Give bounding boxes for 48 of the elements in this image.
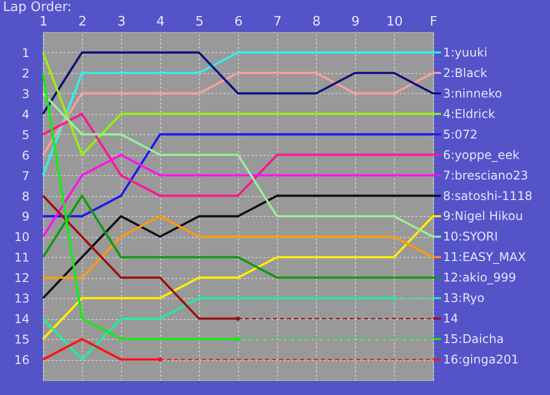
point — [236, 336, 240, 342]
legend-label: 16:ginga201 — [443, 352, 519, 367]
chart-title: Lap Order: — [3, 0, 72, 15]
y-tick-label: 7 — [22, 168, 30, 183]
y-tick-label: 11 — [14, 250, 30, 265]
y-tick-label: 16 — [14, 353, 30, 368]
x-tick-label: F — [430, 14, 438, 30]
y-tick-label: 2 — [22, 66, 30, 80]
y-tick-label: 4 — [22, 107, 30, 122]
legend-label: 15:Daicha — [443, 332, 504, 346]
y-tick-label: 6 — [22, 148, 30, 162]
legend-label: 3:ninneko — [443, 86, 502, 100]
x-tick-label: 2 — [78, 14, 87, 30]
y-tick-label: 1 — [22, 46, 30, 60]
y-tick-label: 14 — [14, 312, 30, 326]
y-tick-label: 3 — [22, 86, 30, 101]
legend-label: 4:Eldrick — [443, 106, 496, 121]
legend-label: 2:Black — [443, 66, 488, 80]
legend-label: 14 — [443, 312, 458, 326]
x-tick-label: 10 — [386, 14, 403, 30]
point — [236, 316, 240, 321]
point — [392, 296, 396, 300]
legend-label: 8:satoshi-1118 — [443, 188, 532, 203]
x-tick-label: 6 — [234, 14, 243, 30]
x-tick-label: 1 — [39, 14, 48, 30]
x-tick-label: 9 — [351, 14, 360, 30]
legend-label: 10:SYORI — [443, 230, 498, 244]
point — [158, 357, 162, 362]
legend-label: 9:Nigel Hikou — [443, 209, 523, 224]
legend-label: 6:yoppe_eek — [443, 148, 520, 162]
y-tick-label: 12 — [14, 271, 30, 286]
x-tick-label: 8 — [312, 14, 321, 30]
x-tick-label: 5 — [195, 14, 204, 30]
y-tick-label: 5 — [22, 128, 30, 142]
legend-label: 1:yuuki — [443, 45, 488, 60]
y-tick-label: 9 — [22, 210, 30, 224]
x-tick-label: 7 — [273, 14, 282, 30]
y-tick-label: 15 — [14, 332, 30, 347]
legend-label: 12:akio_999 — [443, 270, 516, 285]
legend-label: 7:bresciano23 — [443, 168, 528, 182]
y-tick-label: 13 — [14, 292, 30, 306]
y-tick-label: 10 — [14, 230, 30, 244]
x-tick-label: 4 — [156, 14, 165, 30]
legend-label: 11:EASY_MAX — [443, 250, 526, 264]
legend-label: 5:072 — [443, 127, 478, 142]
legend-label: 13:Ryo — [443, 291, 484, 306]
y-tick-label: 8 — [22, 189, 30, 204]
x-tick-label: 3 — [117, 14, 126, 30]
